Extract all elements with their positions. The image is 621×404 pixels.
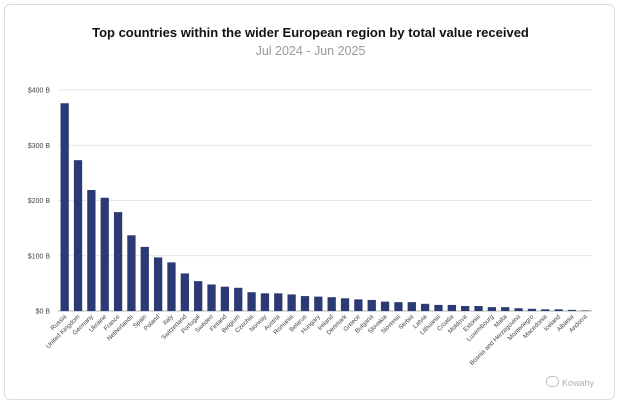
bar <box>394 302 403 311</box>
bar <box>327 297 336 311</box>
bar <box>461 306 470 311</box>
bar <box>527 308 537 311</box>
chart-title: Top countries within the wider European … <box>92 25 529 40</box>
x-tick-label: Serbia <box>397 313 415 331</box>
bar <box>207 284 216 311</box>
bar <box>167 262 176 311</box>
bar <box>314 296 323 311</box>
bar <box>247 292 256 311</box>
bar <box>407 302 416 311</box>
bar <box>447 304 456 311</box>
y-tick-label: $400 B <box>28 88 51 95</box>
bar <box>567 309 577 311</box>
bar <box>220 286 230 311</box>
bar <box>87 190 96 311</box>
watermark-text: Kowahy <box>561 378 594 388</box>
bar <box>274 293 283 311</box>
y-tick-label: $300 B <box>28 143 51 150</box>
y-tick-label: $100 B <box>28 253 51 260</box>
bar <box>100 197 109 311</box>
bar <box>487 307 497 311</box>
bar <box>581 310 590 311</box>
y-tick-label: $200 B <box>28 198 51 205</box>
bar <box>73 160 83 311</box>
bar <box>113 212 123 311</box>
watermark: Kowahy <box>545 376 594 388</box>
bar <box>367 299 376 311</box>
y-tick-label: $0 B <box>36 309 51 316</box>
bar <box>420 303 430 311</box>
bar <box>180 273 189 311</box>
bar <box>127 235 136 311</box>
chart-subtitle: Jul 2024 - Jun 2025 <box>255 44 366 58</box>
bar <box>501 307 510 311</box>
bar <box>234 287 243 311</box>
bar <box>514 308 523 311</box>
bar <box>300 296 310 311</box>
bar <box>434 304 443 311</box>
bar <box>340 298 350 311</box>
bar <box>60 103 69 311</box>
bar <box>287 294 296 311</box>
bar <box>140 246 149 311</box>
bar <box>380 301 390 311</box>
bar <box>260 293 270 311</box>
bar <box>354 299 363 311</box>
bar <box>554 309 563 311</box>
bar <box>474 306 483 311</box>
bar <box>194 281 203 311</box>
chat-bubble-icon <box>545 376 559 387</box>
bar <box>541 309 550 311</box>
bar <box>153 257 163 311</box>
